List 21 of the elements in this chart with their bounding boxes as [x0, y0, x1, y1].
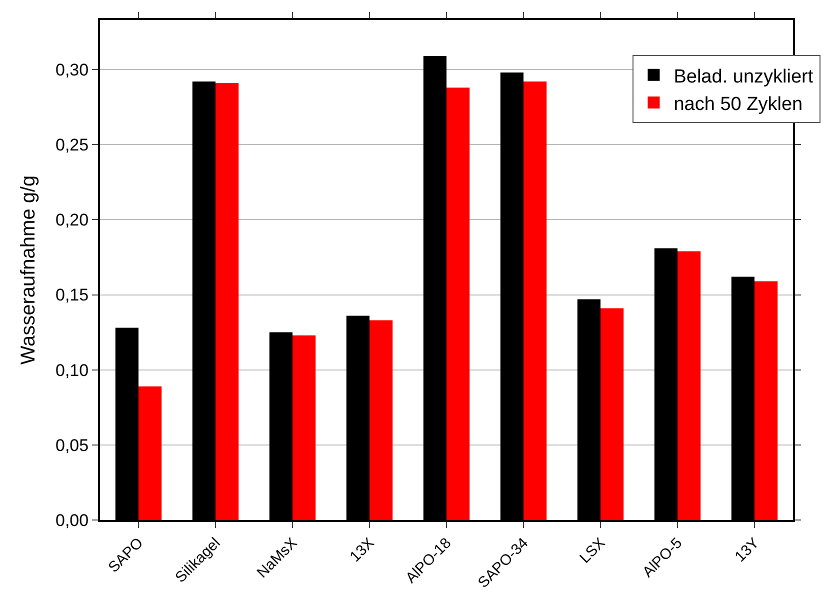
y-axis-title: Wasseraufnahme g/g — [18, 175, 40, 365]
bar — [138, 386, 162, 520]
bar — [600, 308, 624, 520]
y-tick-label: 0,00 — [56, 510, 89, 530]
bar — [446, 88, 470, 520]
bar — [216, 83, 239, 520]
x-tick-label: 13Y — [732, 534, 763, 566]
x-tick-label: 13X — [346, 534, 378, 566]
bar — [678, 251, 701, 520]
y-tick-label: 0,30 — [56, 60, 89, 80]
bar — [370, 320, 393, 520]
y-tick-label: 0,15 — [56, 286, 89, 305]
legend-label: nach 50 Zyklen — [674, 94, 803, 115]
bar — [292, 335, 316, 520]
y-tick-label: 0,05 — [56, 436, 89, 455]
y-tick-label: 0,10 — [56, 360, 89, 380]
y-tick-label: 0,25 — [56, 136, 89, 155]
bar — [754, 281, 778, 520]
legend-label: Belad. unzykliert — [674, 66, 814, 88]
bar — [524, 82, 547, 520]
y-tick-label: 0,20 — [56, 210, 89, 230]
